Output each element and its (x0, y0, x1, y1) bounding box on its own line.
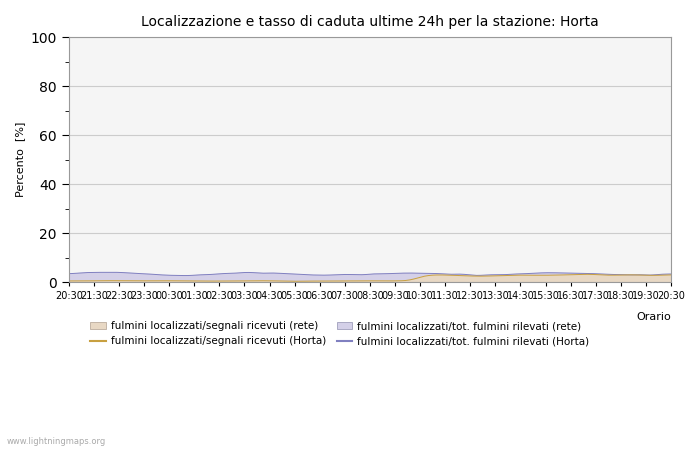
Text: Orario: Orario (636, 312, 671, 322)
Legend: fulmini localizzati/segnali ricevuti (rete), fulmini localizzati/segnali ricevut: fulmini localizzati/segnali ricevuti (re… (86, 317, 594, 351)
Title: Localizzazione e tasso di caduta ultime 24h per la stazione: Horta: Localizzazione e tasso di caduta ultime … (141, 15, 598, 29)
Text: www.lightningmaps.org: www.lightningmaps.org (7, 436, 106, 446)
Y-axis label: Percento  [%]: Percento [%] (15, 122, 25, 198)
